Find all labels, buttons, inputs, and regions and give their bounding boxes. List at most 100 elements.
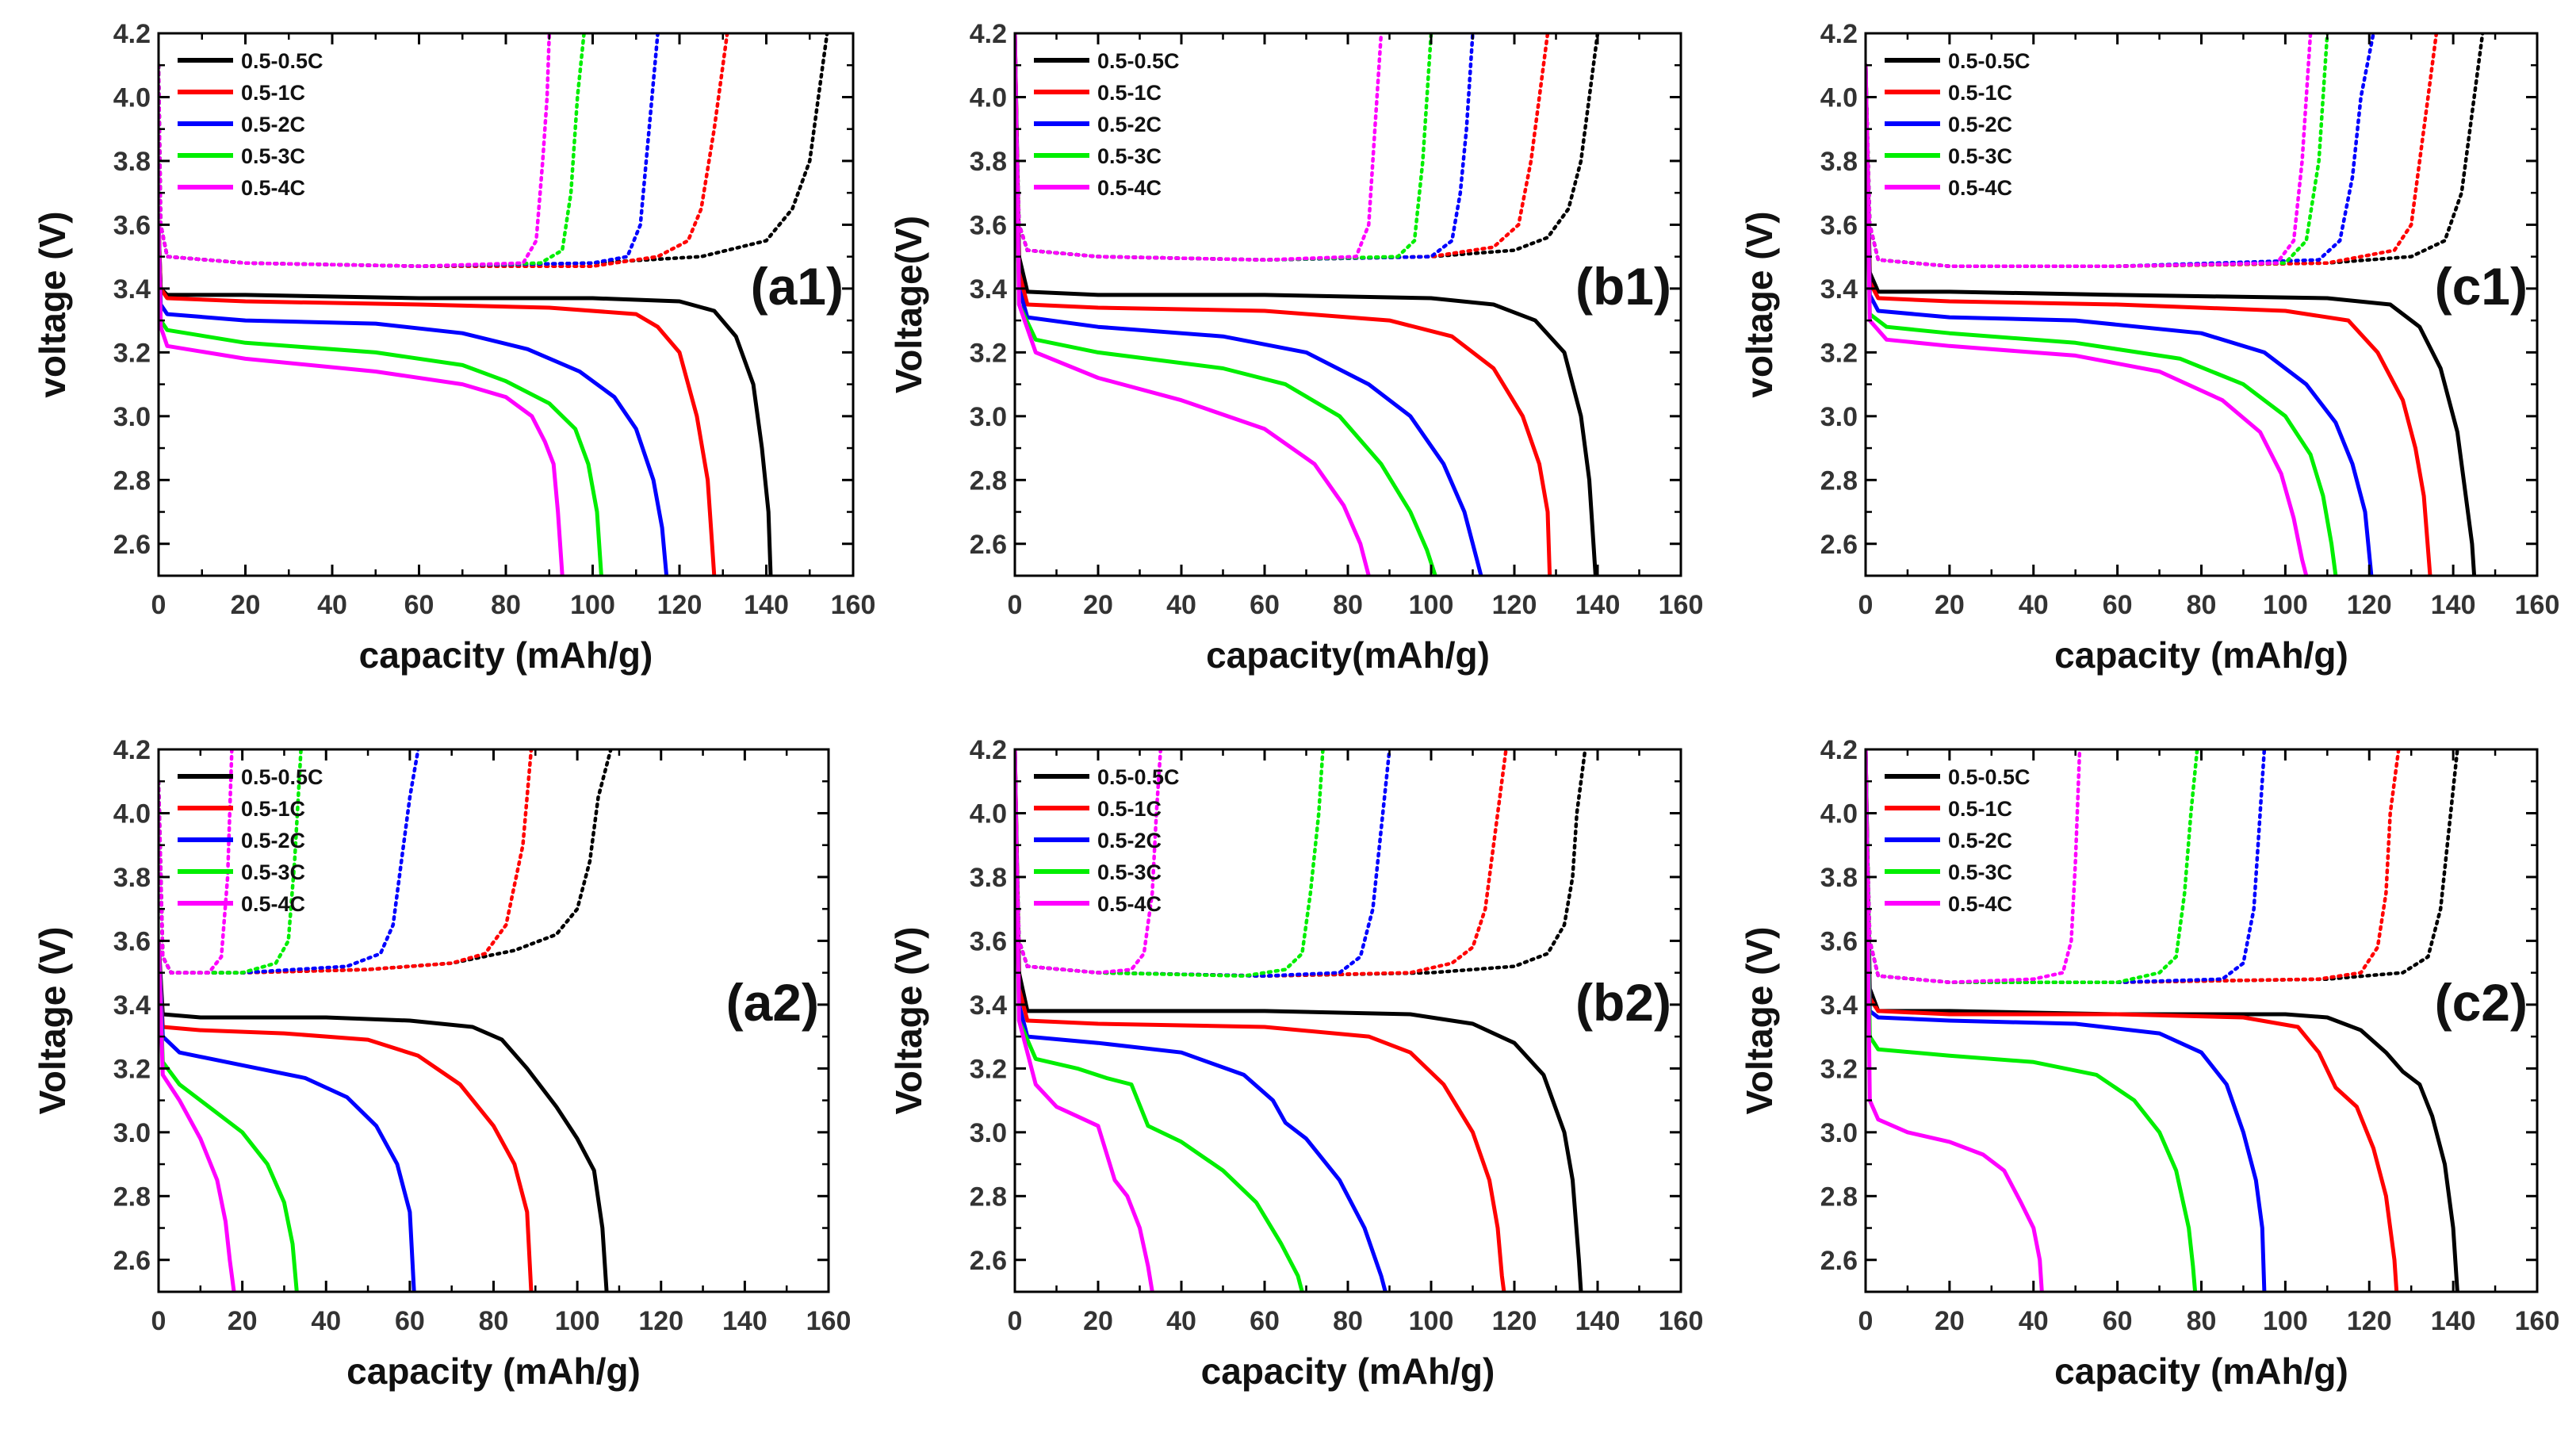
plot-area: [159, 33, 829, 576]
y-axis-title: Voltage (V): [888, 927, 929, 1115]
y-tick-label: 2.6: [970, 530, 1007, 560]
y-tick-label: 4.2: [970, 19, 1007, 49]
x-tick-label: 60: [395, 1306, 425, 1336]
discharge-curve: [1015, 33, 1437, 576]
x-tick-label: 140: [744, 590, 789, 620]
legend-label: 0.5-4C: [241, 892, 305, 916]
discharge-curve: [1015, 749, 1506, 1292]
charge-curve: [1866, 749, 2267, 984]
x-tick-label: 140: [2431, 590, 2476, 620]
y-tick-label: 4.0: [970, 799, 1007, 829]
panel-label: (c1): [2435, 257, 2528, 316]
charge-curve: [1015, 33, 1475, 262]
legend-label: 0.5-2C: [1948, 113, 2012, 136]
discharge-curve: [159, 222, 669, 576]
legend-label: 0.5-4C: [1948, 892, 2012, 916]
x-axis-title: capacity (mAh/g): [2054, 1350, 2348, 1392]
x-tick-label: 160: [2515, 1306, 2560, 1336]
discharge-curve: [1015, 33, 1552, 576]
discharge-curve: [159, 938, 534, 1292]
y-tick-label: 2.8: [970, 465, 1007, 496]
x-tick-label: 80: [1333, 590, 1363, 620]
x-tick-label: 60: [2103, 590, 2133, 620]
plot-area: [1015, 33, 1600, 576]
y-tick-label: 3.8: [113, 147, 151, 177]
legend-label: 0.5-4C: [1097, 176, 1162, 200]
x-tick-label: 40: [1166, 590, 1196, 620]
y-tick-label: 3.0: [1820, 402, 1858, 432]
charge-curve: [159, 749, 534, 975]
discharge-curve: [1866, 63, 2309, 576]
charge-curve: [1866, 749, 2401, 984]
x-axis-title: capacity (mAh/g): [359, 634, 653, 676]
x-tick-label: 20: [228, 1306, 258, 1336]
legend: 0.5-0.5C 0.5-1C 0.5-2C 0.5-3C 0.5-4C: [1034, 765, 1180, 916]
legend-label: 0.5-0.5C: [1948, 49, 2031, 73]
charge-curve: [159, 33, 552, 268]
chart-panel: 0 20 40 60 80 100 120 140 160 2.6 2.8 3.0 3.2 3.4 3.6 3…: [32, 19, 875, 676]
charge-curve: [1866, 33, 2313, 268]
discharge-curve: [1866, 749, 2267, 1292]
discharge-curve: [1015, 33, 1598, 576]
discharge-curve: [1015, 33, 1371, 576]
discharge-curve: [1866, 63, 2374, 576]
plot-area: [1015, 749, 1587, 1292]
y-tick-label: 2.6: [970, 1246, 1007, 1276]
y-tick-label: 4.0: [1820, 82, 1858, 113]
discharge-curve: [1015, 749, 1154, 1292]
charge-curve: [1015, 749, 1391, 978]
x-tick-label: 80: [479, 1306, 509, 1336]
y-tick-label: 4.2: [113, 735, 151, 765]
y-tick-label: 4.0: [1820, 799, 1858, 829]
y-tick-label: 3.0: [113, 1118, 151, 1148]
x-axis-title: capacity(mAh/g): [1206, 634, 1490, 676]
panel-label: (a1): [751, 257, 844, 316]
x-tick-label: 20: [1083, 590, 1113, 620]
legend-label: 0.5-1C: [241, 81, 305, 105]
legend-label: 0.5-0.5C: [1948, 765, 2031, 789]
x-tick-label: 160: [1659, 1306, 1704, 1336]
x-tick-label: 100: [1409, 590, 1454, 620]
charge-curve: [1015, 33, 1550, 262]
x-tick-label: 140: [2431, 1306, 2476, 1336]
legend: 0.5-0.5C 0.5-1C 0.5-2C 0.5-3C 0.5-4C: [1885, 765, 2031, 916]
plot-area: [1866, 33, 2485, 576]
discharge-curve: [1866, 749, 2044, 1292]
y-axis-title: voltage (V): [32, 211, 73, 397]
x-tick-label: 20: [1083, 1306, 1113, 1336]
y-tick-label: 3.2: [970, 338, 1007, 368]
legend-label: 0.5-1C: [1948, 81, 2012, 105]
x-tick-label: 80: [1333, 1306, 1363, 1336]
x-tick-label: 80: [491, 590, 521, 620]
discharge-curve: [1015, 749, 1304, 1292]
y-tick-label: 4.2: [113, 19, 151, 49]
charge-curve: [1866, 33, 2439, 268]
charge-curve: [1015, 749, 1508, 978]
x-tick-label: 0: [1008, 590, 1023, 620]
y-tick-label: 3.2: [1820, 338, 1858, 368]
x-tick-label: 140: [1575, 590, 1621, 620]
y-tick-label: 3.0: [970, 1118, 1007, 1148]
y-tick-label: 4.0: [113, 82, 151, 113]
chart-panel: 0 20 40 60 80 100 120 140 160 2.6 2.8 3.0 3.2 3.4 3.6 3…: [888, 19, 1703, 676]
discharge-curve: [159, 222, 717, 576]
discharge-curve: [159, 938, 609, 1292]
legend-label: 0.5-3C: [241, 860, 305, 884]
legend-label: 0.5-1C: [1948, 797, 2012, 821]
x-tick-label: 140: [1575, 1306, 1621, 1336]
y-tick-label: 2.6: [1820, 530, 1858, 560]
x-tick-label: 60: [404, 590, 434, 620]
charge-curve: [159, 749, 613, 975]
x-tick-label: 40: [1166, 1306, 1196, 1336]
x-tick-label: 40: [2019, 590, 2049, 620]
x-tick-label: 160: [831, 590, 876, 620]
y-tick-label: 2.8: [113, 1182, 151, 1212]
charge-curve: [159, 33, 660, 268]
x-tick-label: 0: [151, 590, 167, 620]
discharge-curve: [1866, 63, 2477, 576]
legend-label: 0.5-3C: [1948, 144, 2012, 168]
charge-curve: [1866, 33, 2375, 268]
chart-panel: 0 20 40 60 80 100 120 140 160 2.6 2.8 3.0 3.2 3.4 3.6 3…: [1739, 19, 2559, 676]
y-tick-label: 4.0: [113, 799, 151, 829]
legend-label: 0.5-0.5C: [241, 765, 323, 789]
